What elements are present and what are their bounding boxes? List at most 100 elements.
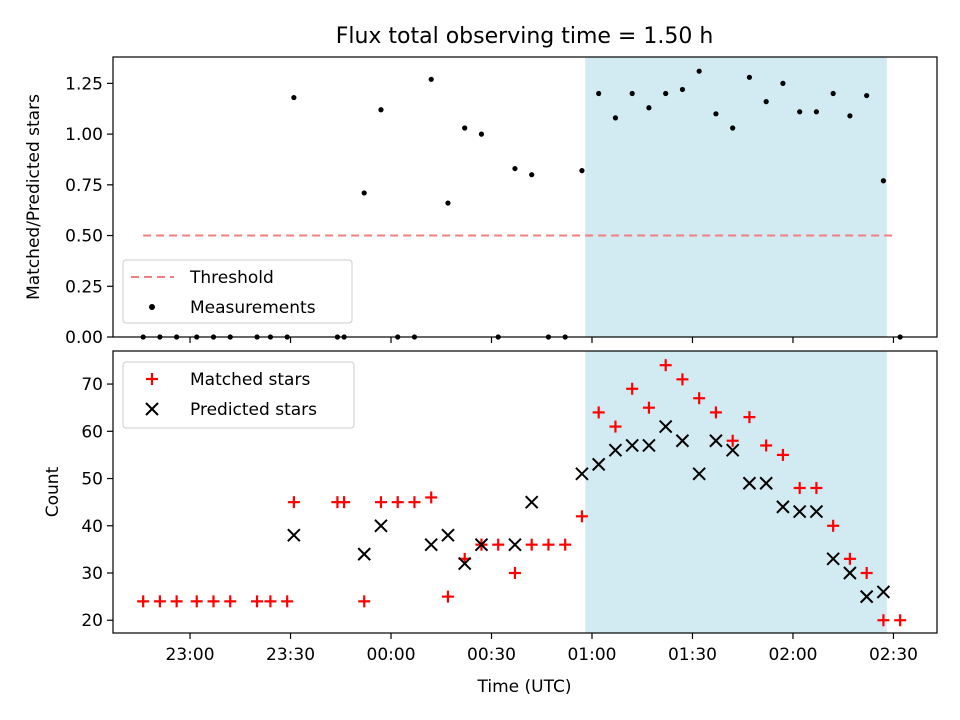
- measurement-point: [679, 86, 686, 93]
- matched-star-point: [281, 595, 294, 608]
- predicted-star-point: [792, 504, 807, 519]
- predicted-star-point: [709, 434, 723, 448]
- matched-star-point: [894, 614, 907, 627]
- xtick-label: 01:00: [567, 645, 616, 665]
- matched-star-point: [709, 406, 722, 419]
- measurement-point: [746, 74, 753, 80]
- predicted-star-point: [742, 476, 757, 490]
- predicted-star-point: [374, 519, 388, 533]
- matched-star-point: [374, 496, 387, 509]
- predicted-star-point: [843, 566, 857, 580]
- top-ytick-label: 0.00: [65, 328, 103, 348]
- matched-star-point: [408, 496, 421, 509]
- legend-predicted-label: Predicted stars: [190, 400, 317, 420]
- predicted-star-point: [287, 528, 301, 542]
- predicted-star-point: [524, 495, 539, 509]
- top-plot-frame: [112, 56, 938, 338]
- top-legend: Threshold Measurements: [122, 259, 353, 324]
- measurement-point: [880, 178, 887, 184]
- top-ytick-label: 0.25: [65, 277, 103, 297]
- predicted-star-point: [591, 457, 606, 472]
- matched-star-point: [659, 359, 672, 372]
- matched-star-point: [626, 382, 639, 395]
- matched-star-point: [676, 373, 689, 386]
- matched-star-point: [153, 595, 166, 608]
- predicted-star-point: [441, 528, 455, 542]
- measurement-point: [696, 68, 702, 74]
- matched-star-point: [525, 538, 538, 551]
- legend-matched-swatch: [146, 373, 158, 385]
- measurement-point: [663, 90, 669, 97]
- measurement-point: [596, 90, 602, 97]
- measurement-point: [629, 90, 635, 97]
- measurement-point: [847, 113, 853, 119]
- measurement-point: [378, 107, 384, 113]
- legend-measurements-swatch: [149, 304, 155, 310]
- predicted-star-point: [725, 443, 740, 457]
- predicted-star-point: [642, 438, 656, 453]
- xtick-label: 00:00: [367, 645, 416, 665]
- legend-matched-label: Matched stars: [190, 370, 310, 390]
- top-panel: Flux total observing time = 1.50 h 0.00 0…: [24, 24, 938, 348]
- legend-measurements-label: Measurements: [190, 298, 316, 318]
- predicted-star-point: [692, 467, 706, 481]
- top-y-axis-label: Matched/Predicted stars: [24, 94, 44, 300]
- matched-star-point: [287, 496, 300, 509]
- matched-star-point: [877, 614, 890, 627]
- matched-star-point: [743, 411, 756, 424]
- matched-star-point: [592, 406, 605, 419]
- matched-star-point: [391, 496, 404, 509]
- top-ytick-label: 1.00: [65, 125, 103, 145]
- matched-star-point: [190, 595, 203, 608]
- matched-star-point: [338, 496, 351, 509]
- matched-star-point: [358, 595, 371, 608]
- matched-star-point: [609, 420, 622, 433]
- bottom-plot-frame: [112, 350, 938, 634]
- bottom-legend: Matched stars Predicted stars: [122, 361, 355, 429]
- top-legend-box: [122, 259, 353, 324]
- measurement-point: [529, 172, 535, 178]
- measurement-point: [864, 92, 870, 99]
- top-ytick-label: 0.50: [65, 227, 103, 247]
- matched-star-point: [726, 434, 739, 447]
- bottom-highlight-span: [585, 351, 887, 633]
- predicted-star-point: [458, 556, 472, 571]
- top-ytick-label: 1.25: [65, 74, 103, 94]
- matched-star-point: [860, 567, 873, 580]
- matched-star-point: [693, 392, 706, 405]
- measurement-point: [579, 168, 585, 174]
- bottom-y-axis-label: Count: [43, 466, 63, 517]
- bottom-ytick-label: 40: [81, 517, 103, 537]
- xtick-label: 01:30: [668, 645, 717, 665]
- matched-star-point: [760, 439, 773, 452]
- matched-star-point: [575, 510, 588, 523]
- predicted-star-point: [575, 467, 589, 481]
- measurement-point: [291, 94, 297, 101]
- matched-star-point: [170, 595, 183, 608]
- top-highlight-span: [585, 57, 887, 337]
- measurement-point: [713, 111, 719, 117]
- legend-predicted-swatch: [145, 402, 159, 416]
- xtick-label: 02:30: [869, 645, 918, 665]
- matched-star-point: [843, 552, 856, 565]
- bottom-ytick-label: 50: [81, 470, 103, 490]
- top-chart-title: Flux total observing time = 1.50 h: [336, 24, 714, 49]
- predicted-star-point: [759, 476, 773, 490]
- bottom-ytick-label: 30: [81, 564, 103, 584]
- bottom-ytick-label: 70: [81, 375, 103, 395]
- top-ytick-label: 0.75: [65, 176, 103, 196]
- legend-threshold-label: Threshold: [189, 268, 274, 288]
- matched-star-point: [425, 491, 438, 504]
- matched-star-point: [492, 538, 505, 551]
- xtick-label: 23:30: [266, 645, 315, 665]
- matched-star-point: [137, 595, 150, 608]
- measurement-point: [478, 131, 485, 137]
- measurement-point: [512, 165, 518, 172]
- x-axis-label: Time (UTC): [477, 677, 572, 697]
- measurement-point: [646, 105, 652, 111]
- measurement-point: [763, 99, 769, 105]
- matched-star-point: [207, 595, 220, 608]
- measurement-point: [797, 109, 803, 115]
- measurement-point: [780, 80, 786, 86]
